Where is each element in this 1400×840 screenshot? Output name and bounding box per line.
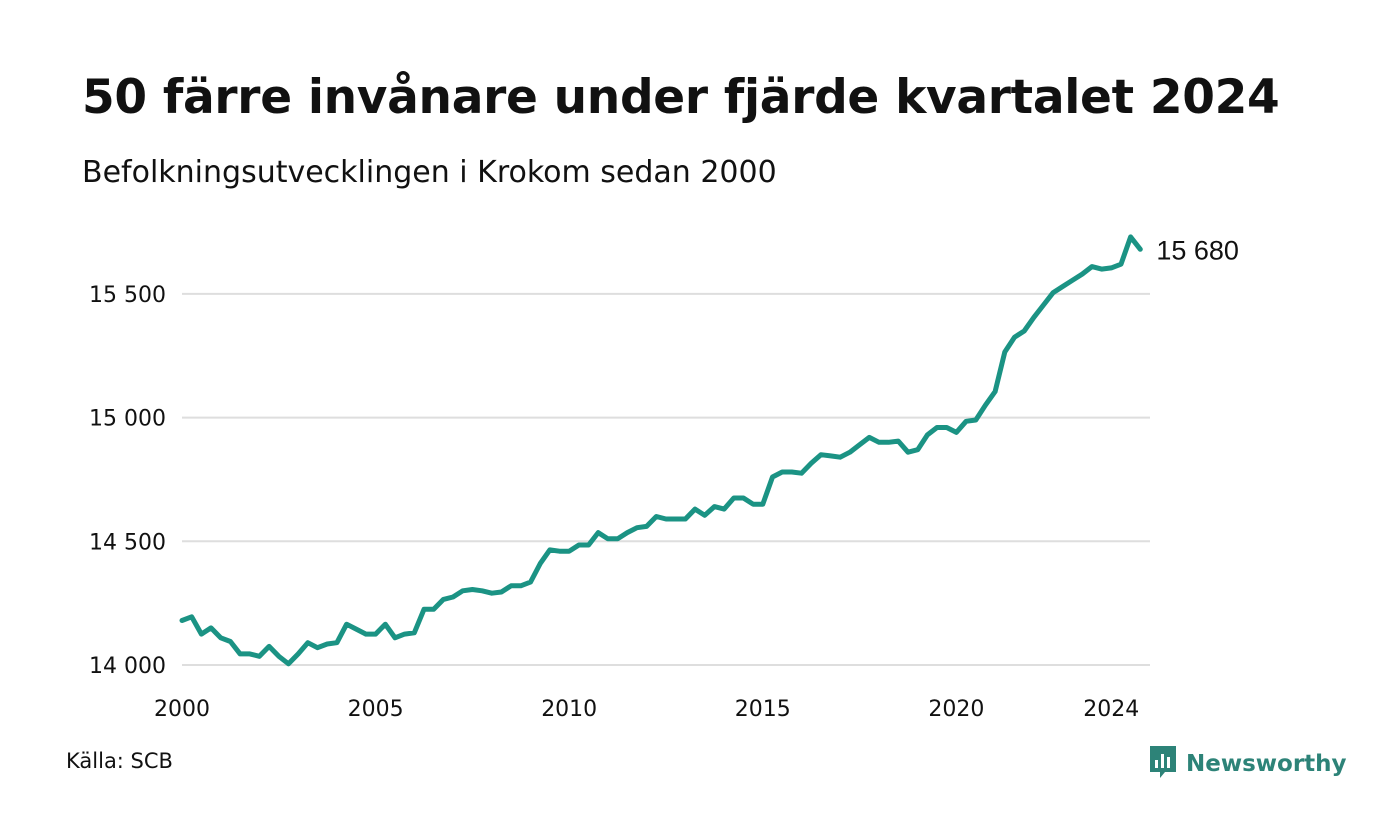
y-tick-label: 14 000 — [89, 654, 166, 679]
series-group — [179, 234, 1143, 667]
source-note: Källa: SCB — [66, 749, 173, 773]
x-tick-label: 2020 — [928, 697, 984, 722]
x-tick-label: 2015 — [735, 697, 791, 722]
y-tick-label: 14 500 — [89, 530, 166, 555]
y-axis: 14 000 14 500 15 000 15 500 — [89, 283, 166, 679]
end-value-label: 15 680 — [1156, 235, 1239, 265]
x-tick-label: 2005 — [348, 697, 404, 722]
grid-lines — [182, 292, 1150, 666]
y-tick-label: 15 000 — [89, 407, 166, 432]
brand-name: Newsworthy — [1186, 751, 1347, 777]
x-axis: 2000 2005 2010 2015 2020 2024 — [154, 697, 1139, 722]
x-tick-label: 2000 — [154, 697, 210, 722]
newsworthy-logo-icon — [1148, 744, 1178, 784]
x-tick-label: 2010 — [541, 697, 597, 722]
brand-logo: Newsworthy — [1148, 744, 1347, 784]
x-tick-label: 2024 — [1083, 697, 1139, 722]
series-line — [179, 234, 1143, 667]
chart-title: 50 färre invånare under fjärde kvartalet… — [82, 70, 1280, 125]
y-tick-label: 15 500 — [89, 283, 166, 308]
chart-subtitle: Befolkningsutvecklingen i Krokom sedan 2… — [82, 155, 777, 190]
